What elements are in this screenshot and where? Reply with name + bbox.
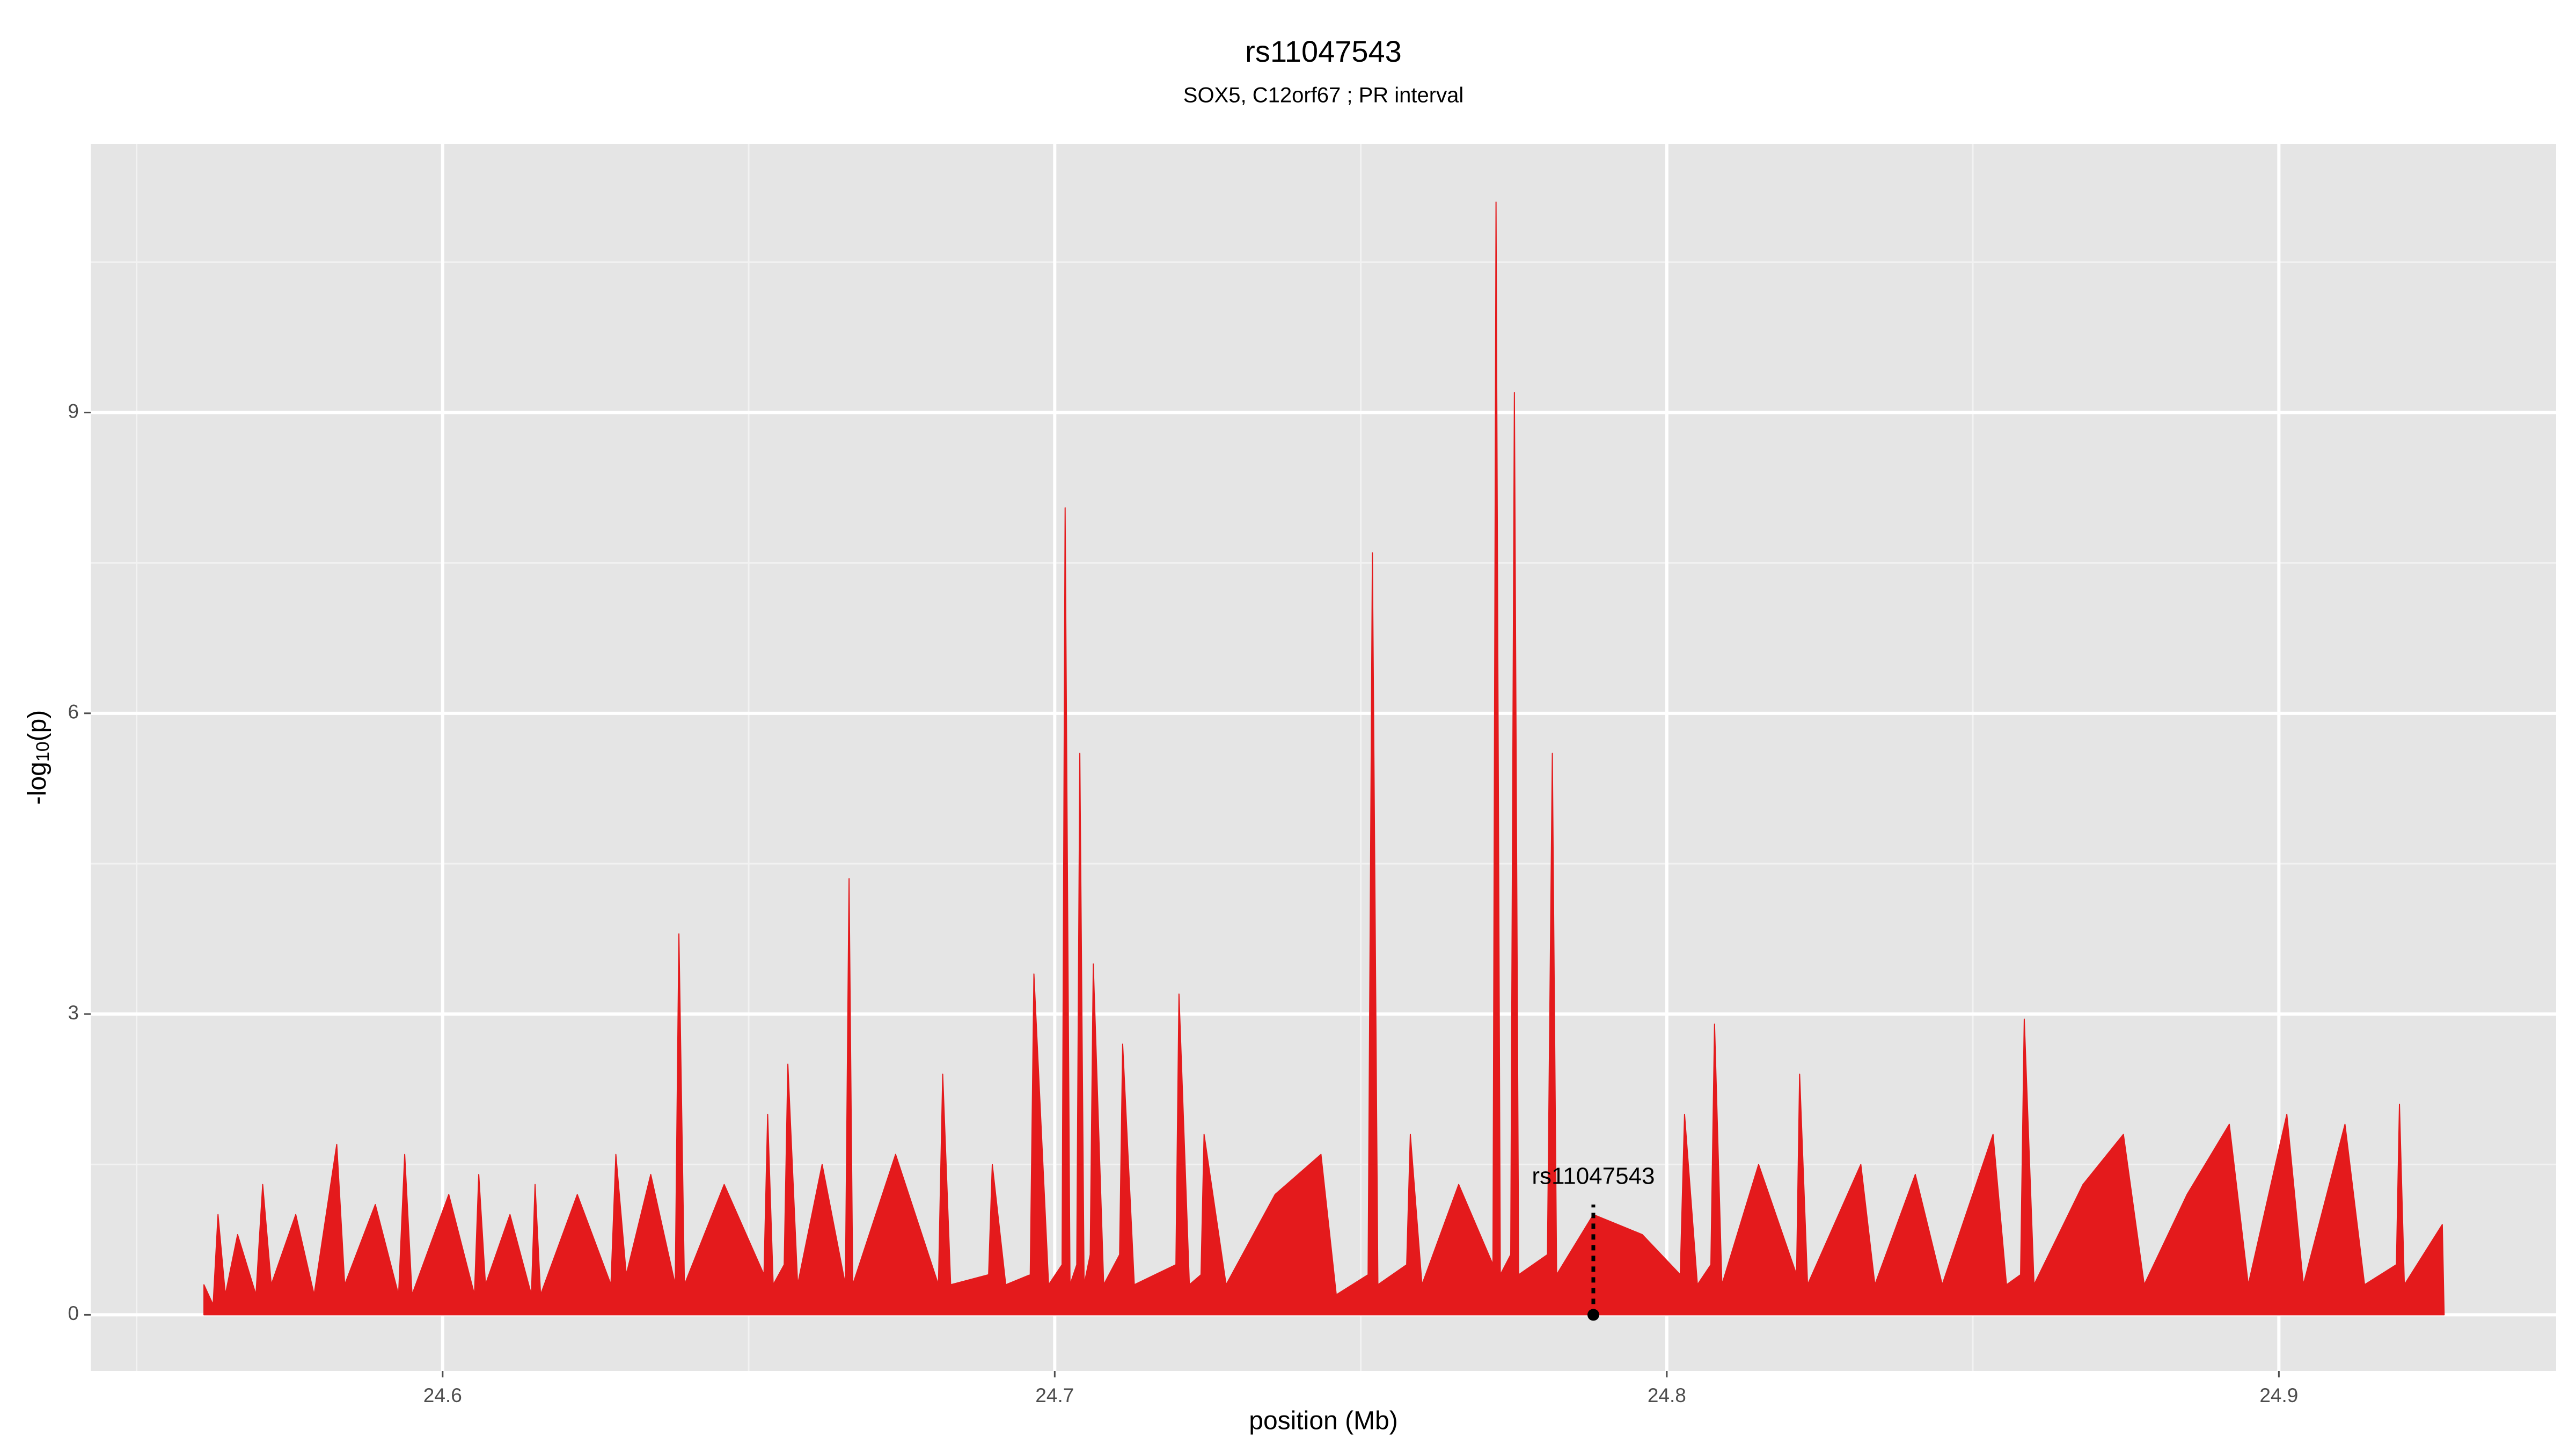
x-axis-title: position (Mb)	[1249, 1407, 1397, 1435]
y-tick-label: 6	[68, 701, 79, 723]
y-tick-label: 3	[68, 1002, 79, 1024]
plot-panel	[91, 144, 2556, 1371]
annotation-point	[1587, 1309, 1599, 1321]
y-axis-title-part: -log	[23, 762, 52, 805]
y-axis-title-part: (p)	[23, 710, 52, 742]
chart-title: rs11047543	[1245, 34, 1402, 68]
annotation-label: rs11047543	[1532, 1163, 1655, 1190]
y-tick-label: 9	[68, 400, 79, 422]
y-axis-title-sub: 10	[33, 741, 53, 762]
x-tick-label: 24.6	[423, 1384, 462, 1406]
x-tick-label: 24.8	[1648, 1384, 1686, 1406]
y-axis-title: -log10(p)	[23, 710, 53, 805]
area	[203, 201, 2445, 1316]
x-tick-label: 24.9	[2259, 1384, 2298, 1406]
x-tick-label: 24.7	[1035, 1384, 1074, 1406]
y-tick-label: 0	[68, 1302, 79, 1324]
chart-subtitle: SOX5, C12orf67 ; PR interval	[1183, 84, 1463, 107]
